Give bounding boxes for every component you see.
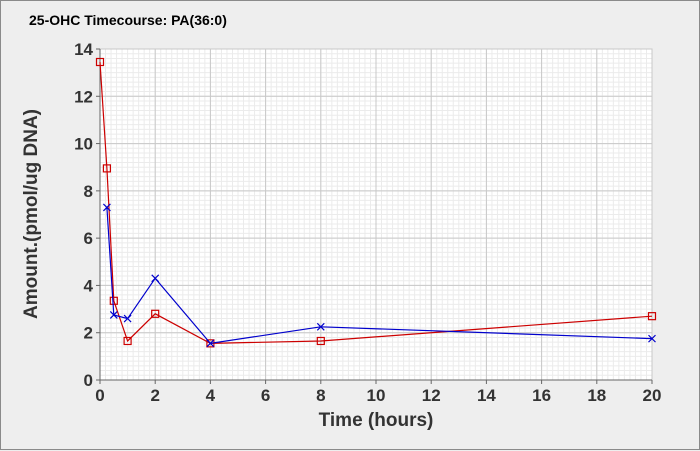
y-tick-label: 2 — [84, 324, 93, 343]
series-line-1 — [99, 61, 653, 344]
data-point-square — [123, 336, 132, 346]
data-point-x — [109, 311, 118, 319]
data-point-x — [123, 314, 132, 323]
y-tick-label: 14 — [74, 40, 93, 59]
y-tick-label: 0 — [84, 371, 93, 390]
x-tick-label: 8 — [316, 386, 325, 405]
x-tick-label: 10 — [367, 386, 386, 405]
x-tick-label: 20 — [643, 386, 662, 405]
data-point-square — [647, 312, 657, 321]
data-point-x — [316, 322, 325, 331]
data-point-square — [102, 164, 112, 173]
x-axis-label: Time (hours) — [319, 410, 434, 431]
y-tick-label: 6 — [84, 229, 93, 248]
data-point-x — [648, 334, 656, 343]
y-tick-label: 8 — [84, 182, 93, 201]
data-point-square — [316, 336, 325, 346]
data-point-square — [109, 296, 118, 305]
x-tick-label: 18 — [587, 386, 606, 405]
y-tick-label: 12 — [74, 87, 93, 106]
y-axis-label: Amount.(pmol/ug DNA) — [21, 109, 42, 319]
x-tick-label: 16 — [532, 386, 551, 405]
x-tick-label: 4 — [206, 386, 216, 405]
x-tick-label: 6 — [261, 386, 270, 405]
data-series — [95, 57, 657, 348]
data-point-square — [95, 57, 105, 67]
x-tick-label: 14 — [477, 386, 496, 405]
x-tick-label: 0 — [95, 386, 104, 405]
data-point-square — [151, 309, 160, 318]
chart-title: 25-OHC Timecourse: PA(36:0) — [29, 12, 227, 28]
data-point-x — [206, 339, 215, 348]
data-point-x — [102, 203, 111, 212]
grid-lines — [99, 48, 653, 381]
tick-labels: 0 2 4 6 8 10 12 14 16 18 20 0 2 4 6 8 10 12 14 — [74, 40, 661, 405]
y-tick-label: 4 — [84, 276, 94, 295]
y-tick-label: 10 — [74, 135, 93, 154]
x-tick-label: 12 — [422, 386, 441, 405]
x-tick-label: 2 — [150, 386, 159, 405]
data-point-x — [151, 274, 160, 283]
